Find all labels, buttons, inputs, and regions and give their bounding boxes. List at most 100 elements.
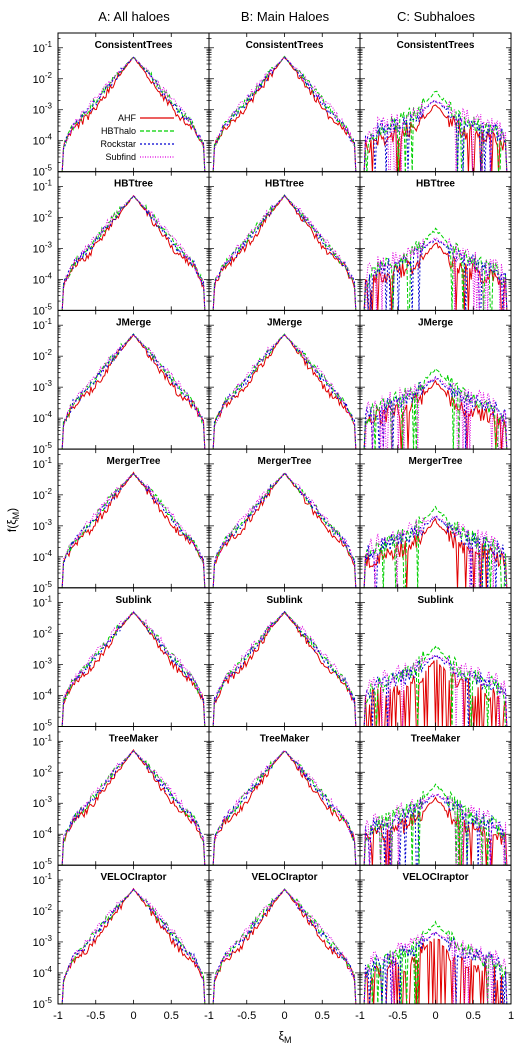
y-tick-label: 10-5 — [33, 302, 53, 317]
y-tick-label: 10-2 — [33, 626, 53, 641]
series-line-hbthalo — [61, 611, 206, 727]
legend-label-rockstar: Rockstar — [100, 139, 136, 149]
legend-label-subfind: Subfind — [105, 152, 136, 162]
series-line-hbthalo — [61, 472, 206, 588]
series-line-subfind — [61, 473, 206, 588]
panel-frame — [208, 864, 361, 1005]
panel-frame — [208, 171, 361, 311]
column-title-a: A: All haloes — [98, 9, 170, 24]
series-line-rockstar — [363, 515, 506, 588]
x-tick-label: -0.5 — [237, 1010, 256, 1022]
x-tick-label: -1 — [53, 1010, 63, 1022]
series-line-rockstar — [363, 793, 506, 866]
series-line-rockstar — [61, 888, 206, 1004]
series-line-hbthalo — [212, 194, 357, 311]
y-tick-label: 10-3 — [33, 934, 53, 949]
y-tick-label: 10-3 — [33, 102, 53, 117]
series-line-subfind — [61, 333, 206, 450]
x-tick-label: -1 — [204, 1010, 214, 1022]
series-line-subfind — [212, 611, 357, 727]
y-tick-label: 10-5 — [33, 580, 53, 595]
y-tick-label: 10-3 — [33, 657, 53, 672]
series-line-hbthalo — [61, 55, 206, 172]
panel-frame — [359, 32, 512, 173]
panel-frame — [57, 171, 210, 311]
series-line-subfind — [365, 376, 508, 450]
panel-frame — [57, 32, 210, 173]
series-line-hbthalo — [212, 610, 357, 727]
y-tick-label: 10-2 — [33, 209, 53, 224]
series-line-rockstar — [61, 473, 206, 588]
panel-frame — [57, 587, 210, 727]
y-tick-label: 10-3 — [33, 518, 53, 533]
series-line-subfind — [61, 57, 206, 172]
panel-title: Sublink — [417, 595, 454, 606]
panel-title: MergerTree — [107, 456, 161, 467]
panel: TreeMaker — [359, 726, 512, 866]
panel-title: TreeMaker — [411, 734, 461, 745]
x-axis-label: ξM — [279, 1029, 292, 1045]
panel-title: VELOCIraptor — [402, 872, 468, 883]
panel-title: HBTtree — [416, 179, 455, 190]
series-line-ahf — [212, 750, 357, 866]
series-line-hbthalo — [363, 783, 506, 866]
series-line-hbthalo — [212, 472, 357, 588]
y-tick-label: 10-4 — [33, 133, 53, 148]
panel-title: TreeMaker — [109, 734, 159, 745]
panel-frame — [57, 309, 210, 450]
panel: VELOCIraptor — [359, 864, 512, 1005]
y-tick-label: 10-1 — [33, 733, 53, 748]
panel-frame — [208, 32, 361, 173]
y-tick-label: 10-3 — [33, 795, 53, 810]
y-tick-label: 10-1 — [33, 178, 53, 193]
series-line-subfind — [212, 471, 357, 588]
series-line-subfind — [61, 195, 206, 311]
y-tick-label: 10-5 — [33, 996, 53, 1011]
series-line-hbthalo — [212, 55, 357, 172]
y-tick-label: 10-2 — [33, 348, 53, 363]
panel: Sublink — [57, 587, 210, 727]
y-tick-label: 10-5 — [33, 857, 53, 872]
panel-title: MergerTree — [258, 456, 312, 467]
y-tick-label: 10-1 — [33, 456, 53, 471]
x-tick-label: 1 — [508, 1010, 514, 1022]
series-line-ahf — [212, 611, 357, 727]
y-tick-label: 10-5 — [33, 719, 53, 734]
panel: VELOCIraptor — [208, 864, 361, 1005]
x-tick-label: 0.5 — [315, 1010, 330, 1022]
series-line-hbthalo — [363, 90, 508, 172]
series-line-hbthalo — [363, 645, 506, 727]
series-line-rockstar — [61, 195, 206, 311]
x-tick-label: -0.5 — [388, 1010, 407, 1022]
series-line-hbthalo — [61, 889, 206, 1004]
y-tick-label: 10-1 — [33, 595, 53, 610]
panel-title: TreeMaker — [260, 734, 310, 745]
series-line-ahf — [61, 887, 206, 1004]
series-line-rockstar — [61, 333, 206, 450]
series-line-subfind — [212, 195, 357, 311]
panel-frame — [57, 448, 210, 589]
panel-title: JMerge — [116, 317, 151, 328]
panel: MergerTree — [359, 448, 512, 589]
panel: JMerge — [208, 309, 361, 450]
series-line-ahf — [363, 796, 508, 866]
panel: MergerTree — [57, 448, 210, 589]
series-line-hbthalo — [61, 194, 206, 311]
y-tick-label: 10-1 — [33, 872, 53, 887]
panel: TreeMaker — [208, 726, 361, 866]
column-titles: A: All haloes B: Main Haloes C: Subhaloe… — [98, 9, 475, 24]
series-line-hbthalo — [61, 333, 206, 450]
panel-title: HBTtree — [265, 179, 304, 190]
panel: VELOCIraptor — [57, 864, 210, 1005]
panel-frame — [208, 309, 361, 450]
panel-frame — [208, 726, 361, 866]
panel-frame — [359, 726, 512, 866]
y-tick-label: 10-4 — [33, 410, 53, 425]
panel: ConsistentTrees — [359, 32, 512, 173]
panel: TreeMaker — [57, 726, 210, 866]
y-tick-label: 10-4 — [33, 549, 53, 564]
panel-title: VELOCIraptor — [100, 872, 166, 883]
panel-title: MergerTree — [409, 456, 463, 467]
panel: HBTtree — [57, 171, 210, 311]
